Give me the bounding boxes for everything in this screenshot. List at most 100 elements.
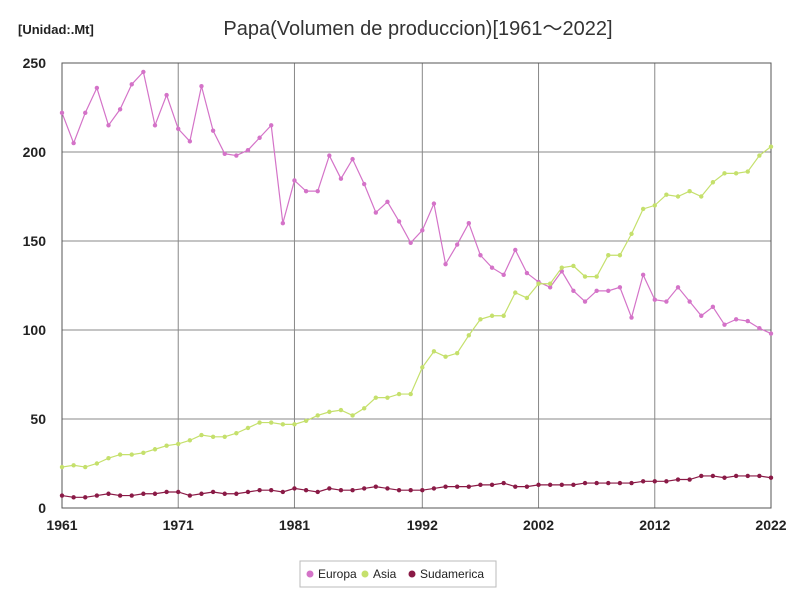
data-point — [106, 455, 111, 461]
x-tick-label: 1961 — [46, 517, 77, 533]
data-point — [547, 285, 553, 290]
data-point — [571, 482, 576, 488]
data-point — [59, 493, 65, 498]
data-point — [617, 480, 623, 486]
data-point — [629, 231, 634, 237]
data-point — [117, 107, 123, 112]
data-point — [420, 488, 425, 493]
data-point — [408, 488, 413, 493]
plot-area-frame — [61, 62, 772, 509]
y-tick-label: 150 — [23, 233, 47, 249]
data-point — [152, 123, 158, 128]
data-point — [757, 153, 762, 158]
data-point — [699, 473, 704, 479]
data-point — [71, 495, 76, 500]
data-point — [536, 482, 541, 488]
data-point — [466, 333, 472, 338]
data-point — [94, 461, 100, 466]
data-point — [361, 406, 367, 411]
data-point — [501, 272, 506, 278]
data-point — [71, 140, 76, 146]
data-point — [210, 489, 216, 495]
data-point — [106, 123, 111, 128]
data-point — [652, 203, 657, 208]
data-point — [489, 313, 495, 318]
series-europa — [59, 69, 774, 336]
data-point — [396, 391, 402, 397]
data-point — [699, 194, 704, 199]
data-point — [489, 265, 495, 270]
x-tick-label: 1971 — [163, 517, 194, 533]
data-point — [571, 288, 576, 294]
data-point — [269, 488, 274, 493]
data-point — [722, 475, 727, 480]
data-point — [664, 299, 669, 304]
data-point — [582, 480, 588, 486]
data-point — [315, 413, 320, 418]
data-point — [83, 464, 88, 470]
x-tick-label: 2002 — [523, 517, 554, 533]
data-point — [292, 178, 297, 183]
data-point — [606, 253, 611, 258]
data-point — [292, 422, 297, 427]
data-point — [187, 438, 193, 443]
data-point — [83, 495, 88, 500]
data-point — [59, 464, 65, 470]
data-point — [768, 144, 774, 149]
data-point — [524, 295, 530, 301]
data-point — [757, 326, 762, 331]
data-point — [303, 188, 309, 194]
data-point — [675, 477, 681, 482]
data-point — [652, 479, 657, 484]
data-point — [315, 188, 320, 194]
data-point — [164, 92, 169, 98]
data-point — [245, 425, 251, 431]
data-point — [687, 299, 692, 304]
data-point — [129, 82, 134, 87]
data-point — [710, 180, 716, 185]
data-point — [199, 83, 204, 89]
y-tick-label: 50 — [30, 411, 46, 427]
data-point — [524, 270, 530, 276]
y-tick-label: 200 — [23, 144, 47, 160]
data-point — [385, 395, 390, 400]
data-point — [280, 489, 286, 495]
data-point — [245, 489, 251, 495]
data-point — [222, 151, 227, 156]
data-point — [280, 221, 286, 226]
data-point — [257, 135, 262, 140]
data-point — [94, 85, 100, 91]
data-point — [350, 488, 355, 493]
data-point — [640, 479, 646, 484]
data-point — [675, 285, 681, 290]
data-point — [222, 434, 227, 439]
data-point — [117, 493, 123, 498]
data-point — [722, 322, 727, 327]
data-point — [59, 110, 65, 116]
data-point — [257, 488, 262, 493]
data-point — [431, 201, 437, 206]
data-point — [420, 228, 425, 233]
data-point — [606, 480, 611, 486]
data-point — [303, 488, 309, 493]
data-point — [513, 247, 518, 253]
data-point — [617, 285, 623, 290]
data-point — [559, 265, 564, 270]
data-point — [338, 176, 344, 181]
data-point — [664, 479, 669, 484]
legend-item: Sudamerica — [408, 567, 484, 581]
data-point — [373, 395, 379, 400]
chart-title: Papa(Volumen de produccion)[1961～2022] — [223, 18, 612, 40]
data-point — [606, 288, 611, 294]
data-point — [396, 488, 402, 493]
gridlines — [61, 62, 772, 509]
data-point — [199, 432, 204, 438]
series-layer — [59, 69, 774, 500]
data-point — [733, 171, 739, 176]
data-point — [303, 418, 309, 423]
data-point — [234, 431, 239, 436]
data-point — [489, 482, 495, 488]
data-point — [257, 420, 262, 425]
data-point — [373, 210, 379, 215]
data-point — [640, 272, 646, 278]
